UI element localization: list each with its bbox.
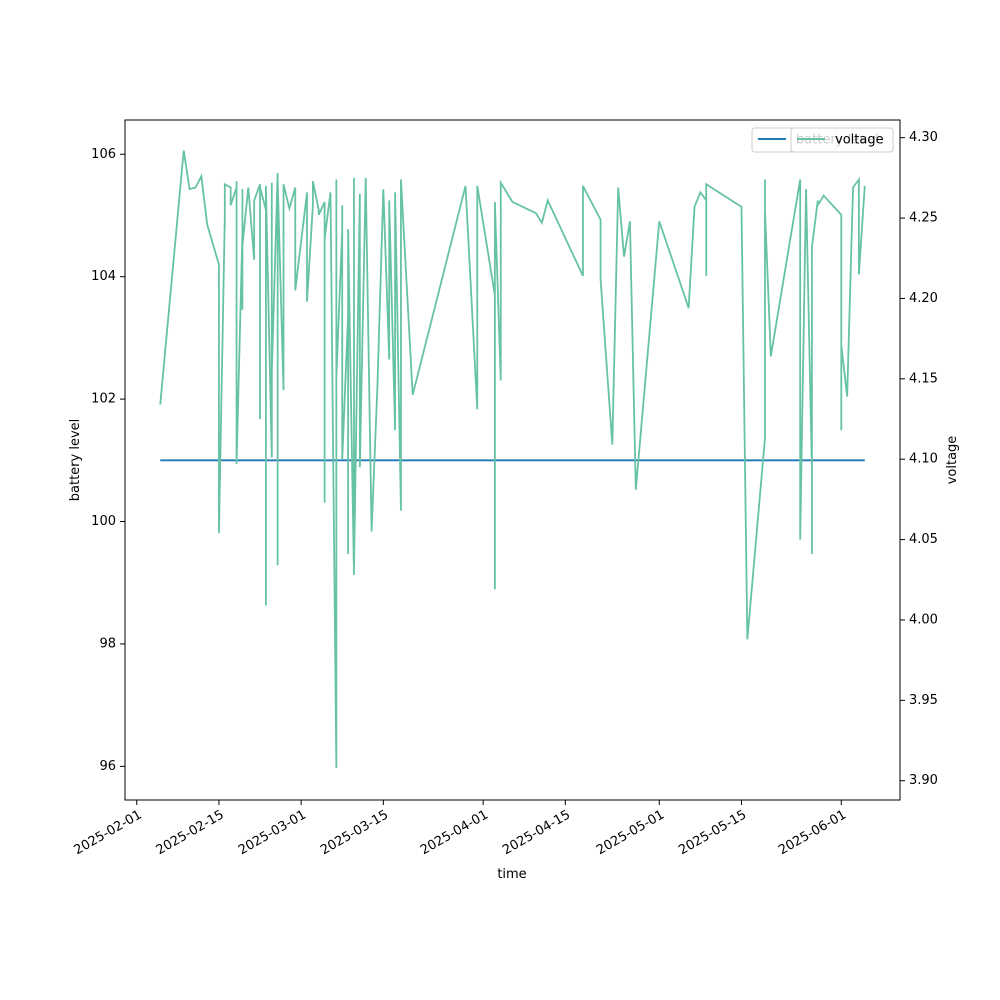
y2-axis-label: voltage [945,436,960,485]
x-tick-label: 2025-02-01 [72,808,145,859]
x-tick-label: 2025-03-15 [318,808,391,859]
y2-tick-label: 4.30 [909,130,938,145]
y2-tick-label: 4.10 [909,452,938,467]
y-tick-label: 106 [91,147,116,162]
x-tick-label: 2025-02-15 [154,808,227,859]
y2-tick-label: 4.15 [909,371,938,386]
y2-tick-label: 4.05 [909,532,938,547]
x-tick-label: 2025-05-15 [676,808,749,859]
y-tick-label: 100 [91,514,116,529]
y2-tick-label: 3.90 [909,773,938,788]
y-tick-label: 98 [99,636,116,651]
legend-label: voltage [835,133,884,148]
series-line [159,150,866,768]
y2-tick-label: 4.20 [909,291,938,306]
x-tick-label: 2025-03-01 [236,808,309,859]
y-tick-label: 102 [91,392,116,407]
x-axis-label: time [497,867,526,882]
y2-tick-label: 3.95 [909,693,938,708]
legend-box [790,127,894,153]
x-tick-label: 2025-04-01 [418,808,491,859]
y2-tick-label: 4.00 [909,612,938,627]
x-tick-label: 2025-06-01 [776,808,849,859]
plot-frame [124,119,901,801]
y2-tick-label: 4.25 [909,211,938,226]
y-tick-label: 104 [91,269,116,284]
x-tick-label: 2025-05-01 [594,808,667,859]
y-tick-label: 96 [99,759,116,774]
y-axis-label: battery level [68,419,83,502]
x-tick-label: 2025-04-15 [500,808,573,859]
